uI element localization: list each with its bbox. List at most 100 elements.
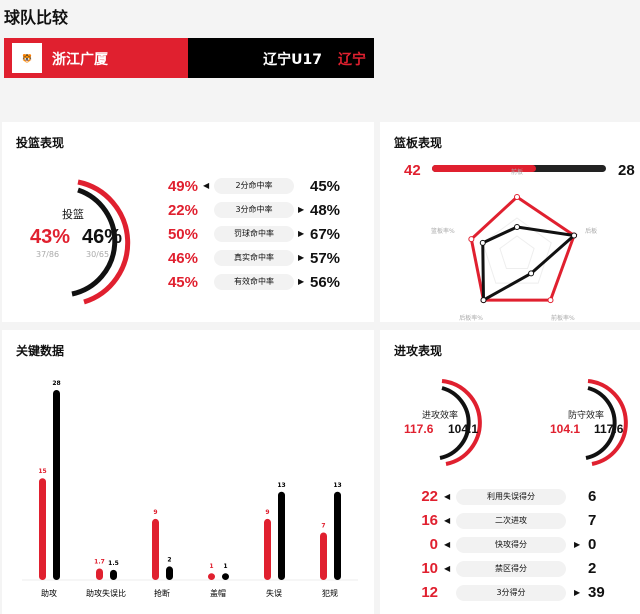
bar-label: 1.5 <box>108 560 119 567</box>
bar-away <box>334 491 341 580</box>
stat-label: 3分命中率 <box>214 202 294 218</box>
home-value: 22% <box>167 202 198 219</box>
bar-away <box>166 566 173 580</box>
shooting-gauge <box>71 179 131 305</box>
category-label: 失误 <box>266 588 282 598</box>
away-rebounds: 28 <box>618 162 635 179</box>
radar-point <box>479 239 486 246</box>
away-value: 117.6 <box>594 422 624 436</box>
arrow-right-icon: ▶ <box>298 277 305 286</box>
radar-point <box>514 224 520 230</box>
stat-label: 禁区得分 <box>456 561 566 577</box>
home-value: 104.1 <box>550 422 581 436</box>
away-value: 7 <box>588 512 597 529</box>
stat-label: 3分得分 <box>456 585 566 601</box>
bar-label: 13 <box>333 482 341 489</box>
arrow-right-icon: ▶ <box>574 588 581 597</box>
home-team-block: 🐯 浙江广厦 <box>4 38 188 78</box>
key-stats-card: 关键数据 15 28 助攻 1.7 1.5 助攻失误比 9 2 抢断 1 1 盖帽 9 13 失误 7 13 犯规 <box>2 330 374 614</box>
bar-away <box>53 390 60 580</box>
efficiency-gauge <box>439 379 482 466</box>
category-label: 助攻失误比 <box>86 588 126 598</box>
rebound-bar-home-fill <box>432 165 537 172</box>
away-team-name: 辽宁U17 <box>263 52 322 68</box>
radar-point <box>514 194 520 200</box>
home-rebounds: 42 <box>404 162 421 179</box>
radar-label: 前板 <box>511 168 523 176</box>
arrow-left-icon: ◀ <box>203 181 210 190</box>
gauge-label: 防守效率 <box>568 411 605 421</box>
bar-label: 2 <box>167 556 171 563</box>
radar-label: 篮板率% <box>431 227 455 235</box>
away-value: 48% <box>310 202 341 219</box>
radar-point <box>547 297 554 304</box>
home-value: 49% <box>167 178 198 195</box>
radar-point <box>468 236 475 243</box>
home-frac: 37/86 <box>36 250 60 259</box>
bar-home <box>320 532 327 580</box>
rebound-card: 篮板表现 42 28 前板后板前板率% 后板率% 篮板率% <box>380 122 640 322</box>
bar-label: 7 <box>321 523 325 530</box>
rebound-bar <box>432 165 606 172</box>
away-frac: 30/65 <box>86 250 110 259</box>
home-value: 117.6 <box>404 422 434 436</box>
arrow-left-icon: ◀ <box>444 540 451 549</box>
radar-label: 前板率% <box>551 314 575 322</box>
away-value: 6 <box>588 488 597 505</box>
home-team-logo: 🐯 <box>12 43 42 73</box>
bar-label: 9 <box>153 509 157 516</box>
home-value: 46% <box>167 250 198 267</box>
home-arc <box>77 179 131 305</box>
radar-label: 后板率% <box>459 314 483 322</box>
bar-label: 1 <box>209 563 213 570</box>
away-value: 57% <box>310 250 341 267</box>
home-value: 45% <box>167 274 198 291</box>
category-label: 助攻 <box>41 588 57 598</box>
bar-label: 15 <box>38 468 46 475</box>
home-value: 22 <box>421 488 438 505</box>
away-value: 56% <box>310 274 341 291</box>
radar-point <box>571 232 578 239</box>
arrow-right-icon: ▶ <box>574 540 581 549</box>
radar-radar_away <box>481 225 578 303</box>
bar-label: 13 <box>277 482 285 489</box>
home-value: 16 <box>421 512 438 529</box>
radar-label: 后板 <box>585 227 597 235</box>
away-team-logo: 辽宁 <box>338 52 366 68</box>
bar-home <box>264 518 271 580</box>
bar-away <box>278 491 285 580</box>
away-value: 104.1 <box>448 422 479 436</box>
home-value: 50% <box>167 226 198 243</box>
home-team-name: 浙江广厦 <box>52 52 108 68</box>
away-value: 39 <box>588 584 605 601</box>
bar-home <box>96 568 103 580</box>
efficiency-gauge <box>585 379 628 466</box>
stat-label: 有效命中率 <box>214 274 294 290</box>
shooting-title: 投篮表现 <box>16 136 65 150</box>
radar-radar_home <box>469 195 576 302</box>
category-label: 犯规 <box>322 588 338 598</box>
offense-card: 进攻表现 进攻效率 117.6 104.1 防守效率 104.1 117.6 2… <box>380 330 640 614</box>
bar-label: 1 <box>223 563 227 570</box>
arrow-right-icon: ▶ <box>298 205 305 214</box>
arrow-left-icon: ◀ <box>444 516 451 525</box>
key-stats-chart: 15 28 助攻 1.7 1.5 助攻失误比 9 2 抢断 1 1 盖帽 9 13 失误 7 13 犯规 <box>22 380 358 598</box>
bar-home <box>39 478 46 580</box>
home-value: 10 <box>421 560 438 577</box>
stat-label: 2分命中率 <box>214 178 294 194</box>
bar-label: 28 <box>52 380 60 387</box>
arrow-left-icon: ◀ <box>444 564 451 573</box>
away-pct: 46% <box>82 226 123 248</box>
stat-label: 利用失误得分 <box>456 489 566 505</box>
bar-label: 9 <box>265 509 269 516</box>
home-value: 0 <box>429 536 438 553</box>
home-value: 12 <box>421 584 438 601</box>
arrow-right-icon: ▶ <box>298 229 305 238</box>
stat-label: 真实命中率 <box>214 250 294 266</box>
radar-point <box>480 297 487 304</box>
arrow-left-icon: ◀ <box>444 492 451 501</box>
away-value: 0 <box>588 536 597 553</box>
rebound-title: 篮板表现 <box>394 136 443 150</box>
bar-home <box>208 573 215 580</box>
